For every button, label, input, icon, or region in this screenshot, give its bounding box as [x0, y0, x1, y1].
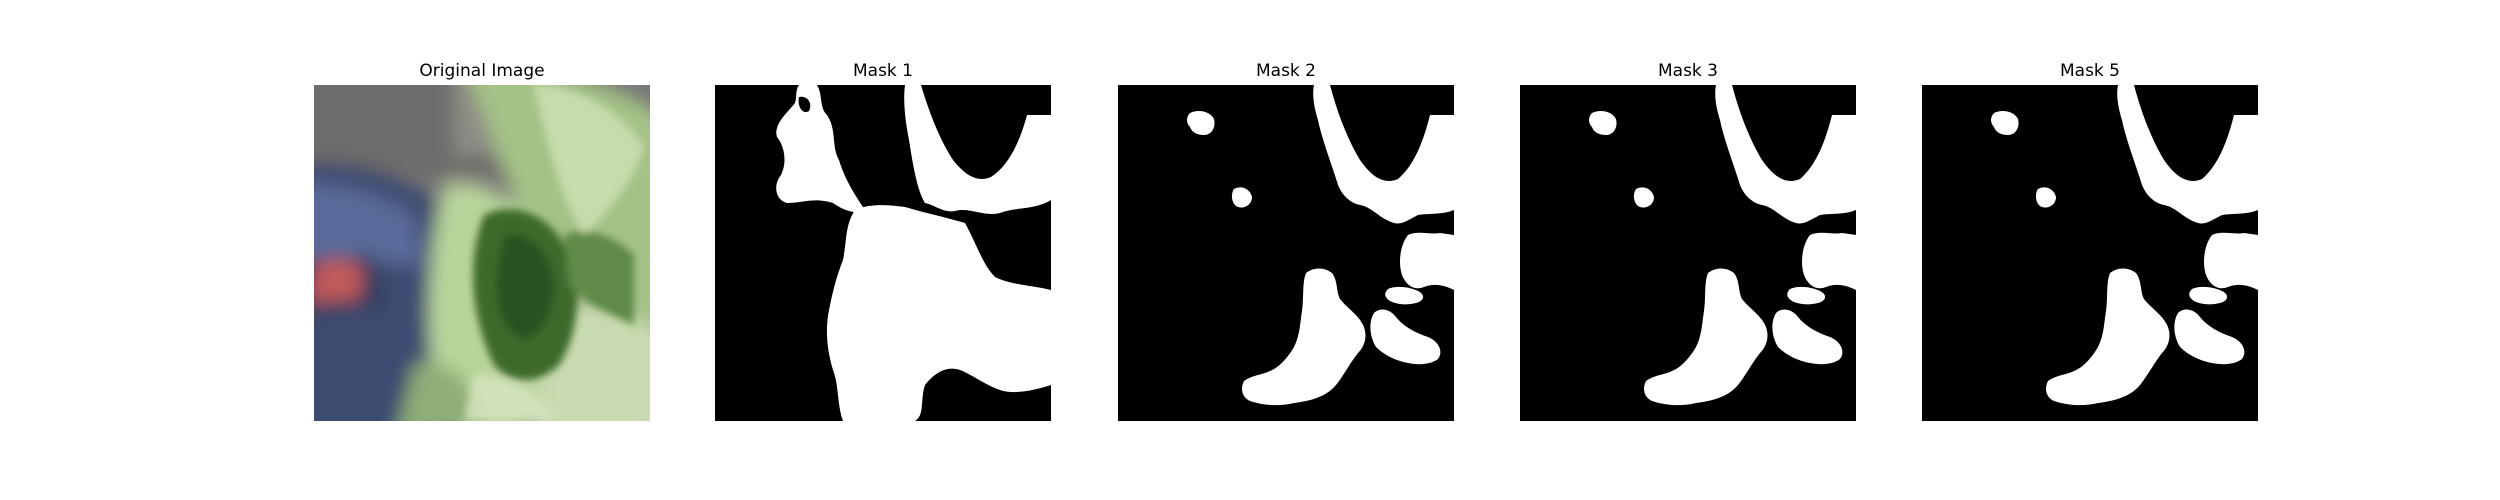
mask-3-panel: Mask 3 [1520, 61, 1856, 421]
mask-3-image [1520, 85, 1856, 421]
original-image-panel: Original Image [314, 61, 650, 421]
original-image [314, 85, 650, 421]
panel-title: Mask 2 [1255, 61, 1316, 81]
mask-5-image [1922, 85, 2258, 421]
panel-title: Mask 5 [2059, 61, 2120, 81]
panel-title: Mask 1 [852, 61, 913, 81]
mask-1-image [715, 85, 1051, 421]
panel-title: Original Image [419, 61, 545, 81]
mask-1-panel: Mask 1 [715, 61, 1051, 421]
mask-5-panel: Mask 5 [1922, 61, 2258, 421]
mask-2-image [1118, 85, 1454, 421]
panel-title: Mask 3 [1657, 61, 1718, 81]
mask-2-panel: Mask 2 [1118, 61, 1454, 421]
